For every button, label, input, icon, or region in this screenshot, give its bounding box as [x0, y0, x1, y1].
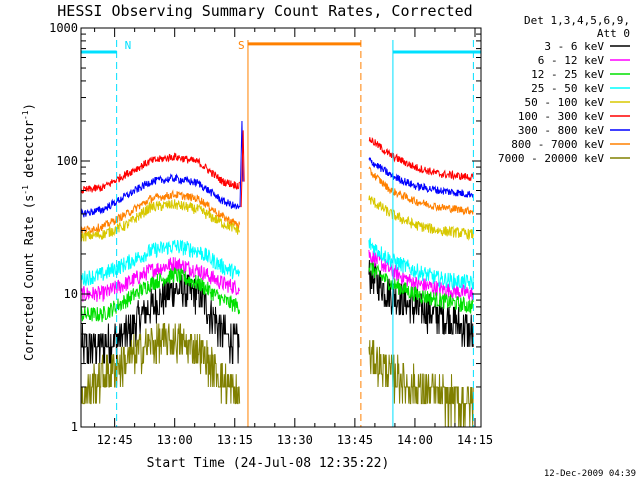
- x-tick-label: 13:30: [277, 433, 313, 447]
- series-line: [81, 199, 241, 242]
- legend-entry-label: 7000 - 20000 keV: [498, 152, 604, 165]
- series-line: [81, 152, 241, 194]
- series-line: [368, 249, 474, 302]
- series-line: [368, 237, 474, 291]
- flag-label: N: [125, 39, 132, 52]
- legend-entry-label: 50 - 100 keV: [525, 96, 605, 109]
- series-line: [368, 166, 474, 216]
- y-axis-label: Corrected Count Rate (s-1 detector-1): [21, 103, 36, 361]
- legend-header: Det 1,3,4,5,6,9,: [524, 14, 630, 27]
- series-line: [81, 173, 240, 218]
- x-tick-label: 13:15: [217, 433, 253, 447]
- series-line: [368, 262, 474, 314]
- series-line: [81, 239, 241, 287]
- spike-line: [240, 130, 245, 208]
- legend-entry-label: 6 - 12 keV: [538, 54, 605, 67]
- legend-entry-label: 12 - 25 keV: [531, 68, 604, 81]
- series-line: [368, 156, 474, 198]
- y-tick-label: 100: [56, 154, 78, 168]
- series-line: [368, 195, 474, 242]
- plot-frame: [80, 27, 482, 428]
- series-line: [368, 137, 474, 181]
- legend-entry-label: 25 - 50 keV: [531, 82, 604, 95]
- series-line: [368, 340, 474, 427]
- x-tick-label: 14:00: [397, 433, 433, 447]
- x-tick-label: 13:45: [337, 433, 373, 447]
- series-line: [81, 323, 241, 405]
- y-tick-label: 10: [64, 287, 78, 301]
- series-line: [368, 259, 474, 347]
- legend-entry-label: 100 - 300 keV: [518, 110, 604, 123]
- flag-label: S: [238, 39, 245, 52]
- series-line: [81, 189, 241, 234]
- legend-entry-label: 3 - 6 keV: [544, 40, 604, 53]
- x-axis-label: Start Time (24-Jul-08 12:35:22): [147, 456, 390, 471]
- x-tick-label: 13:00: [157, 433, 193, 447]
- series-line: [81, 274, 240, 364]
- series-line: [81, 257, 241, 302]
- x-tick-label: 14:15: [457, 433, 493, 447]
- footer-timestamp: 12-Dec-2009 04:39: [544, 469, 636, 479]
- x-tick-label: 12:45: [97, 433, 133, 447]
- y-tick-label: 1: [71, 420, 78, 434]
- legend-entry-label: 800 - 7000 keV: [511, 138, 604, 151]
- series-line: [81, 267, 241, 323]
- legend-entry-label: 300 - 800 keV: [518, 124, 604, 137]
- chart-title: HESSI Observing Summary Count Rates, Cor…: [57, 2, 472, 20]
- y-tick-label: 1000: [49, 21, 78, 35]
- legend-header: Att 0: [597, 27, 630, 40]
